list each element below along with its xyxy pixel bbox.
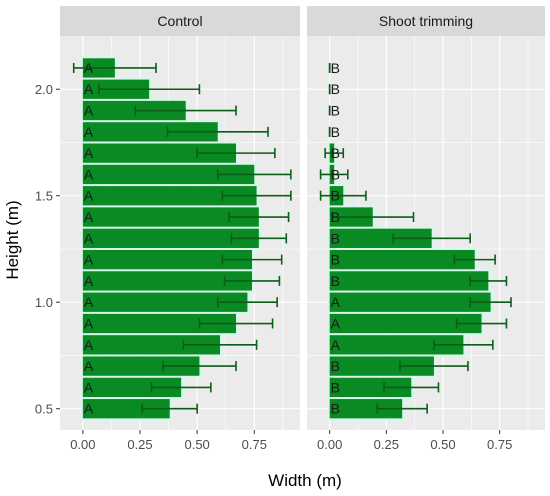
bar xyxy=(82,100,186,121)
bar xyxy=(82,207,259,227)
bar xyxy=(329,399,403,419)
significance-letter: A xyxy=(331,294,341,310)
x-tick-label: 0.50 xyxy=(430,437,455,452)
bar xyxy=(82,313,236,334)
significance-letter: A xyxy=(84,252,94,268)
bar xyxy=(329,356,434,376)
significance-letter: B xyxy=(331,103,340,119)
x-tick-label: 0.75 xyxy=(487,437,512,452)
significance-letter: A xyxy=(84,379,94,395)
significance-letter: A xyxy=(84,81,94,97)
significance-letter: A xyxy=(84,273,94,289)
bar xyxy=(329,271,489,291)
bar xyxy=(82,228,259,248)
bar xyxy=(82,122,218,142)
bar xyxy=(329,313,482,334)
significance-letter: B xyxy=(331,401,340,417)
significance-letter: B xyxy=(331,273,340,289)
y-tick-label: 0.5 xyxy=(35,402,53,417)
x-tick-label: 0.00 xyxy=(70,437,95,452)
bar xyxy=(82,356,200,376)
significance-letter: A xyxy=(84,294,94,310)
bar xyxy=(82,249,252,270)
panel-strip xyxy=(60,6,300,36)
significance-letter: A xyxy=(84,124,94,140)
significance-letter: A xyxy=(84,230,94,246)
y-tick-label: 2.0 xyxy=(35,82,53,97)
y-tick-label: 1.0 xyxy=(35,295,53,310)
significance-letter: B xyxy=(331,230,340,246)
bar xyxy=(329,377,412,398)
bar xyxy=(329,335,464,355)
significance-letter: B xyxy=(331,60,340,76)
significance-letter: A xyxy=(84,209,94,225)
panel-strip xyxy=(307,6,545,36)
x-axis-title: Width (m) xyxy=(268,471,342,490)
bar xyxy=(329,249,475,270)
axes-layer: 0.00 0.25 0.50 0.75 0.00 0.25 0.50 0.75 0.5 1.0 1.… xyxy=(35,82,512,452)
significance-letter: A xyxy=(331,337,341,353)
bar xyxy=(82,164,255,185)
bar xyxy=(82,377,182,398)
bar xyxy=(82,271,252,291)
significance-letter: A xyxy=(84,358,94,374)
x-tick-label: 0.25 xyxy=(127,437,152,452)
significance-letter: B xyxy=(331,252,340,268)
significance-letter: A xyxy=(84,145,94,161)
y-axis-title: Height (m) xyxy=(3,200,22,279)
bar xyxy=(329,292,491,312)
bar xyxy=(82,335,220,355)
x-tick-label: 0.50 xyxy=(184,437,209,452)
bar xyxy=(82,399,170,419)
y-tick-label: 1.5 xyxy=(35,189,53,204)
x-tick-label: 0.00 xyxy=(317,437,342,452)
significance-letter: A xyxy=(84,60,94,76)
significance-letter: B xyxy=(331,81,340,97)
x-tick-label: 0.25 xyxy=(374,437,399,452)
significance-letter: A xyxy=(84,166,94,182)
significance-letter: B xyxy=(331,209,340,225)
significance-letter: A xyxy=(84,103,94,119)
x-tick-label: 0.75 xyxy=(242,437,267,452)
significance-letter: A xyxy=(331,316,341,332)
significance-letter: B xyxy=(331,166,340,182)
significance-letter: A xyxy=(84,316,94,332)
bar xyxy=(82,292,248,312)
significance-letter: A xyxy=(84,188,94,204)
significance-letter: B xyxy=(331,358,340,374)
significance-letter: B xyxy=(331,188,340,204)
panel-strip-title: Shoot trimming xyxy=(379,13,473,29)
significance-letter: A xyxy=(84,337,94,353)
bar xyxy=(82,186,257,206)
significance-letter: B xyxy=(331,379,340,395)
significance-letter: B xyxy=(331,145,340,161)
significance-letter: B xyxy=(331,124,340,140)
significance-letter: A xyxy=(84,401,94,417)
panel-strip-title: Control xyxy=(157,13,202,29)
bar xyxy=(329,228,432,248)
